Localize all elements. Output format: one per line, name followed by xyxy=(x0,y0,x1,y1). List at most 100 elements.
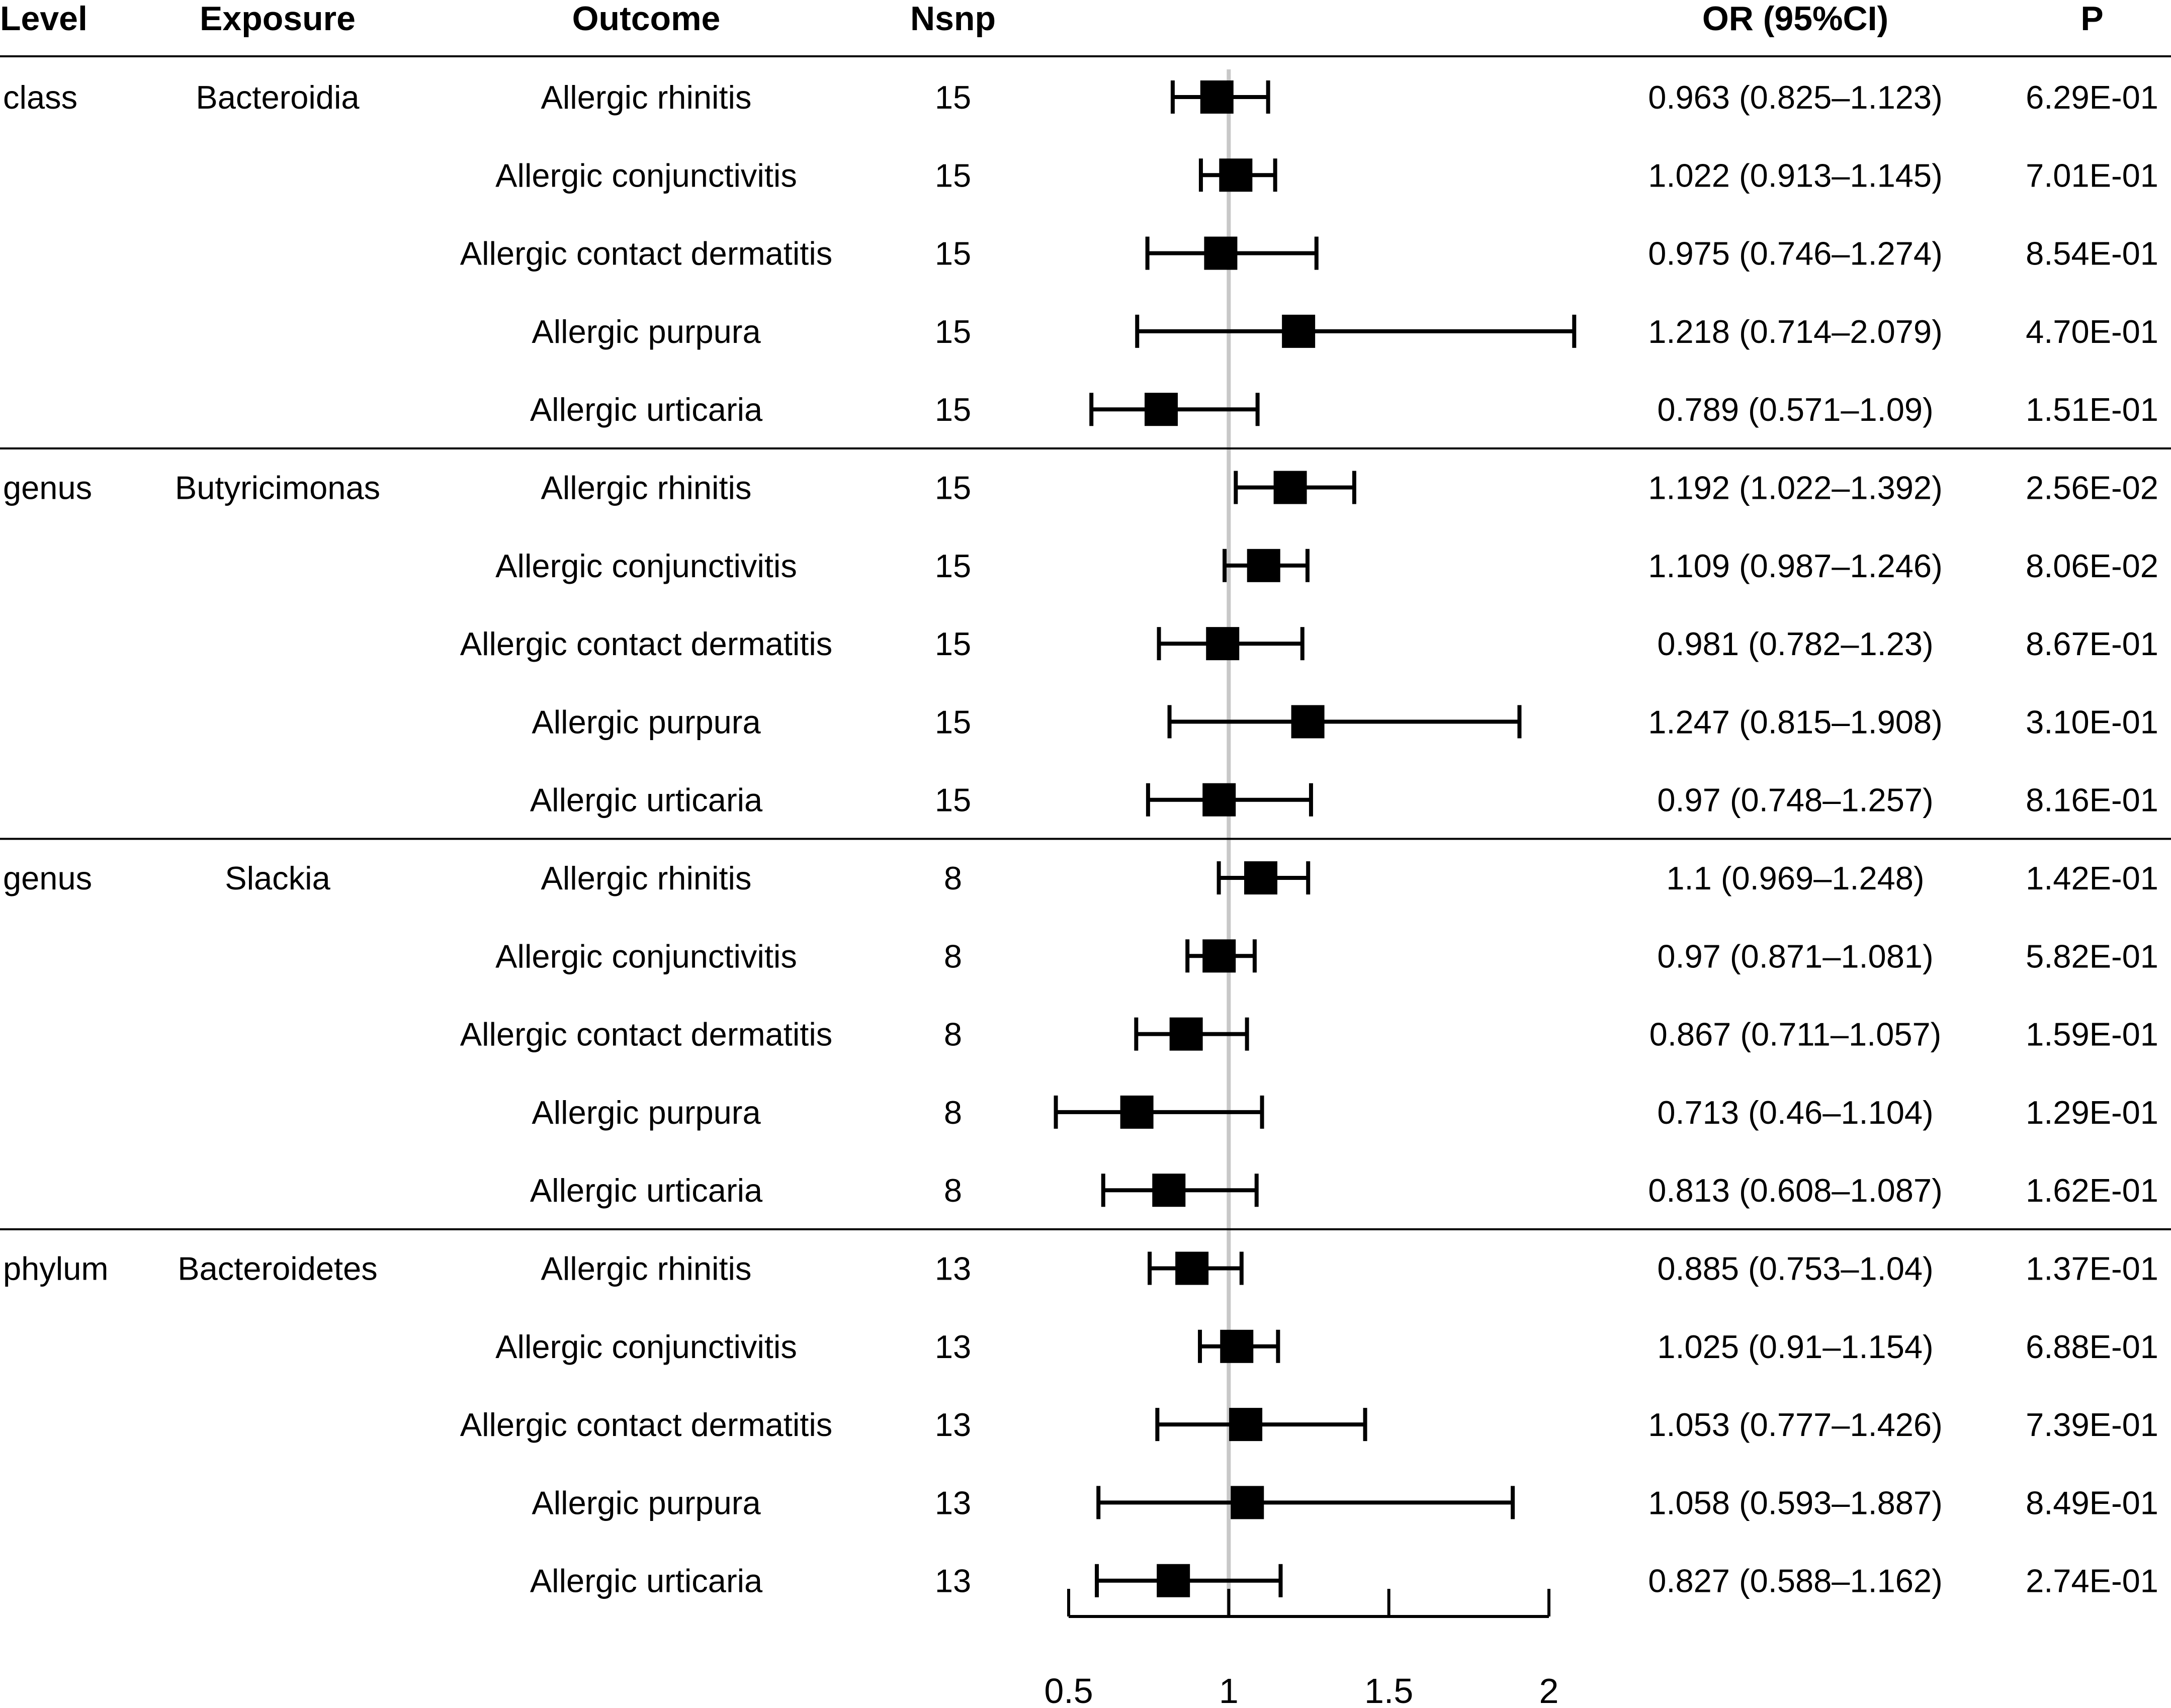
header-p: P xyxy=(2080,0,2103,38)
x-tick-label: 1.5 xyxy=(1364,1671,1413,1708)
outcome-label: Allergic conjunctivitis xyxy=(495,548,797,584)
outcome-label: Allergic urticaria xyxy=(530,391,763,428)
header-outcome: Outcome xyxy=(572,0,721,38)
table-row: genus Butyricimonas Allergic rhinitis 15 1.1… xyxy=(3,470,2158,506)
point-estimate-square xyxy=(1206,627,1240,661)
outcome-label: Allergic conjunctivitis xyxy=(495,1328,797,1365)
point-estimate-square xyxy=(1220,1329,1254,1363)
table-row: Allergic conjunctivitis 8 0.97 (0.871–1.08… xyxy=(495,938,2158,974)
outcome-label: Allergic rhinitis xyxy=(541,1250,751,1287)
p-value: 4.70E-01 xyxy=(2026,313,2158,350)
or-ci-value: 0.981 (0.782–1.23) xyxy=(1657,625,1933,662)
p-value: 1.51E-01 xyxy=(2026,391,2158,428)
table-row: Allergic contact dermatitis 8 0.867 (0.711… xyxy=(460,1016,2158,1053)
table-row: class Bacteroidia Allergic rhinitis 15 0.963… xyxy=(3,79,2158,116)
point-estimate-square xyxy=(1169,1017,1203,1051)
level-label: phylum xyxy=(3,1250,109,1287)
level-label: class xyxy=(3,79,77,116)
point-estimate-square xyxy=(1219,158,1253,192)
point-estimate-square xyxy=(1229,1408,1263,1442)
or-ci-value: 1.058 (0.593–1.887) xyxy=(1648,1484,1942,1521)
level-label: genus xyxy=(3,470,92,506)
or-ci-value: 0.867 (0.711–1.057) xyxy=(1649,1016,1942,1053)
x-tick-label: 2 xyxy=(1539,1671,1559,1708)
nsnp-value: 15 xyxy=(935,470,971,506)
table-row: Allergic conjunctivitis 13 1.025 (0.91–1.1… xyxy=(495,1328,2158,1365)
point-estimate-square xyxy=(1144,393,1178,426)
x-axis: 0.5 1 1.5 2 xyxy=(1044,1589,1558,1708)
p-value: 8.06E-02 xyxy=(2026,548,2158,584)
nsnp-value: 15 xyxy=(935,235,971,272)
nsnp-value: 13 xyxy=(935,1250,971,1287)
table-row: phylum Bacteroidetes Allergic rhinitis 13 0.… xyxy=(3,1250,2158,1287)
header-exposure: Exposure xyxy=(200,0,356,38)
x-tick-label: 0.5 xyxy=(1044,1671,1093,1708)
point-estimate-square xyxy=(1244,861,1277,894)
or-ci-value: 0.713 (0.46–1.104) xyxy=(1657,1094,1933,1131)
header-row: Level Exposure Outcome Nsnp OR (95%CI) P xyxy=(0,0,2104,38)
p-value: 8.16E-01 xyxy=(2026,782,2158,819)
nsnp-value: 8 xyxy=(944,938,962,974)
nsnp-value: 15 xyxy=(935,391,971,428)
p-value: 7.01E-01 xyxy=(2026,157,2158,194)
outcome-label: Allergic purpura xyxy=(532,313,761,350)
nsnp-value: 13 xyxy=(935,1484,971,1521)
table-rows: class Bacteroidia Allergic rhinitis 15 0.963… xyxy=(0,79,2171,1599)
nsnp-value: 13 xyxy=(935,1328,971,1365)
or-ci-value: 1.109 (0.987–1.246) xyxy=(1648,548,1942,584)
outcome-label: Allergic purpura xyxy=(532,1484,761,1521)
or-ci-value: 0.885 (0.753–1.04) xyxy=(1657,1250,1933,1287)
or-ci-value: 1.218 (0.714–2.079) xyxy=(1648,313,1942,350)
point-estimate-square xyxy=(1273,471,1307,504)
outcome-label: Allergic contact dermatitis xyxy=(460,1406,833,1443)
or-ci-value: 0.97 (0.871–1.081) xyxy=(1657,938,1933,974)
p-value: 1.37E-01 xyxy=(2026,1250,2158,1287)
nsnp-value: 15 xyxy=(935,782,971,819)
exposure-label: Bacteroidia xyxy=(196,79,360,116)
nsnp-value: 15 xyxy=(935,157,971,194)
nsnp-value: 15 xyxy=(935,313,971,350)
outcome-label: Allergic conjunctivitis xyxy=(495,938,797,974)
point-estimate-square xyxy=(1231,1486,1264,1519)
exposure-label: Slackia xyxy=(225,860,330,896)
p-value: 1.42E-01 xyxy=(2026,860,2158,896)
or-ci-value: 0.813 (0.608–1.087) xyxy=(1648,1172,1942,1209)
nsnp-value: 15 xyxy=(935,703,971,740)
point-estimate-square xyxy=(1120,1095,1154,1129)
or-ci-value: 0.975 (0.746–1.274) xyxy=(1648,235,1942,272)
outcome-label: Allergic rhinitis xyxy=(541,860,751,896)
outcome-label: Allergic urticaria xyxy=(530,1172,763,1209)
outcome-label: Allergic conjunctivitis xyxy=(495,157,797,194)
table-row: Allergic contact dermatitis 15 0.981 (0.78… xyxy=(460,625,2158,662)
p-value: 2.56E-02 xyxy=(2026,470,2158,506)
p-value: 5.82E-01 xyxy=(2026,938,2158,974)
p-value: 8.54E-01 xyxy=(2026,235,2158,272)
nsnp-value: 15 xyxy=(935,625,971,662)
or-ci-value: 1.022 (0.913–1.145) xyxy=(1648,157,1942,194)
table-row: Allergic purpura 13 1.058 (0.593–1.887) 8.4… xyxy=(532,1484,2158,1521)
or-ci-value: 1.053 (0.777–1.426) xyxy=(1648,1406,1942,1443)
p-value: 6.29E-01 xyxy=(2026,79,2158,116)
table-row: Allergic purpura 8 0.713 (0.46–1.104) 1.29E… xyxy=(532,1094,2158,1131)
table-row: Allergic conjunctivitis 15 1.022 (0.913–1.… xyxy=(495,157,2158,194)
table-row: Allergic purpura 15 1.247 (0.815–1.908) 3.1… xyxy=(532,703,2158,740)
point-estimate-square xyxy=(1282,314,1316,348)
outcome-label: Allergic urticaria xyxy=(530,782,763,819)
table-row: Allergic urticaria 15 0.789 (0.571–1.09) 1.… xyxy=(530,391,2158,428)
or-ci-value: 1.247 (0.815–1.908) xyxy=(1648,703,1942,740)
x-tick-label: 1 xyxy=(1219,1671,1239,1708)
point-estimate-square xyxy=(1175,1251,1209,1285)
point-estimate-square xyxy=(1247,549,1280,582)
or-ci-value: 0.789 (0.571–1.09) xyxy=(1657,391,1933,428)
or-ci-value: 1.1 (0.969–1.248) xyxy=(1666,860,1924,896)
nsnp-value: 13 xyxy=(935,1563,971,1599)
nsnp-value: 15 xyxy=(935,548,971,584)
or-ci-value: 1.192 (1.022–1.392) xyxy=(1648,470,1942,506)
or-ci-value: 0.97 (0.748–1.257) xyxy=(1657,782,1933,819)
outcome-label: Allergic purpura xyxy=(532,1094,761,1131)
table-row: Allergic urticaria 13 0.827 (0.588–1.162) 2… xyxy=(530,1563,2158,1599)
exposure-label: Butyricimonas xyxy=(175,470,380,506)
outcome-label: Allergic rhinitis xyxy=(541,470,751,506)
outcome-label: Allergic contact dermatitis xyxy=(460,1016,833,1053)
